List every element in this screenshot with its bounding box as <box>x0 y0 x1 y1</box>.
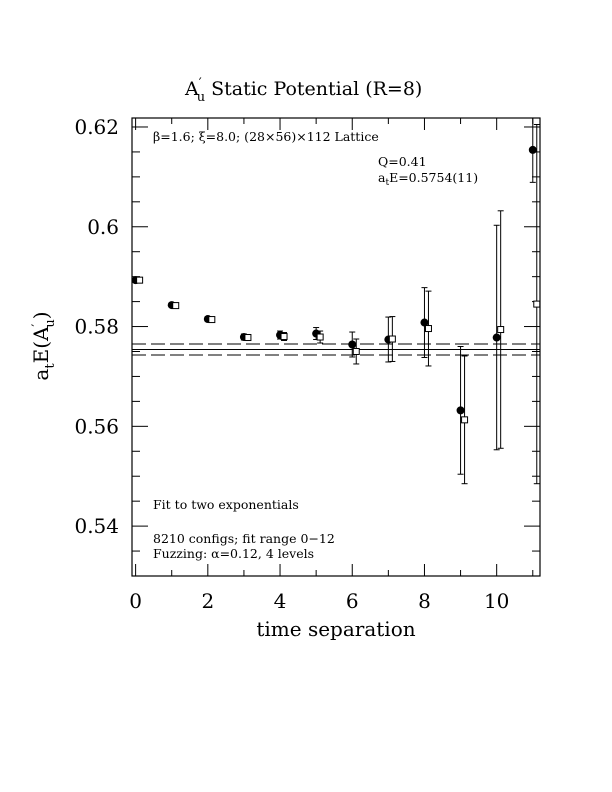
y-axis-title: atE(A′u) <box>29 311 58 380</box>
data-point <box>208 316 216 324</box>
fit-band <box>132 343 540 356</box>
x-tick-label: 0 <box>129 589 142 613</box>
x-tick-label: 10 <box>484 589 509 613</box>
data-point <box>352 347 360 355</box>
tick-labels: 0 2 4 6 8 10 0.54 0.56 0.58 0.6 0.62 <box>74 115 509 613</box>
chart-title: A′ u Static Potential (R=8) <box>184 76 422 105</box>
lattice-annotation: β=1.6; ξ=8.0; (28×56)×112 Lattice <box>153 129 379 144</box>
configs-annotation: 8210 configs; fit range 0−12 <box>153 531 335 546</box>
plot-frame <box>131 117 541 577</box>
data-point <box>492 333 501 342</box>
y-tick-label: 0.54 <box>74 514 119 538</box>
data-point <box>280 333 288 341</box>
data-point <box>424 325 432 333</box>
x-tick-label: 4 <box>274 589 287 613</box>
fit-annotation: Fit to two exponentials <box>153 497 299 512</box>
data-point <box>420 318 429 327</box>
data-point <box>136 276 144 284</box>
data-point <box>244 334 252 342</box>
y-tick-label: 0.62 <box>74 115 119 139</box>
fuzzing-annotation: Fuzzing: α=0.12, 4 levels <box>153 546 314 561</box>
x-tick-label: 8 <box>418 589 431 613</box>
data-points <box>131 117 541 485</box>
axis-ticks <box>132 118 540 577</box>
data-point <box>348 340 357 349</box>
data-point <box>456 406 465 415</box>
data-point <box>528 145 537 154</box>
energy-annotation: atE=0.5754(11) <box>378 170 478 188</box>
data-point <box>172 302 180 310</box>
y-tick-label: 0.6 <box>87 215 119 239</box>
x-tick-label: 2 <box>201 589 214 613</box>
data-point <box>461 416 469 424</box>
y-tick-label: 0.56 <box>74 414 119 438</box>
data-point <box>533 300 541 308</box>
y-tick-label: 0.58 <box>74 315 119 339</box>
x-tick-label: 6 <box>346 589 359 613</box>
q-annotation: Q=0.41 <box>378 154 427 169</box>
data-point <box>316 333 324 341</box>
data-point <box>388 335 396 343</box>
data-point <box>497 326 505 334</box>
x-axis-title: time separation <box>256 617 415 641</box>
